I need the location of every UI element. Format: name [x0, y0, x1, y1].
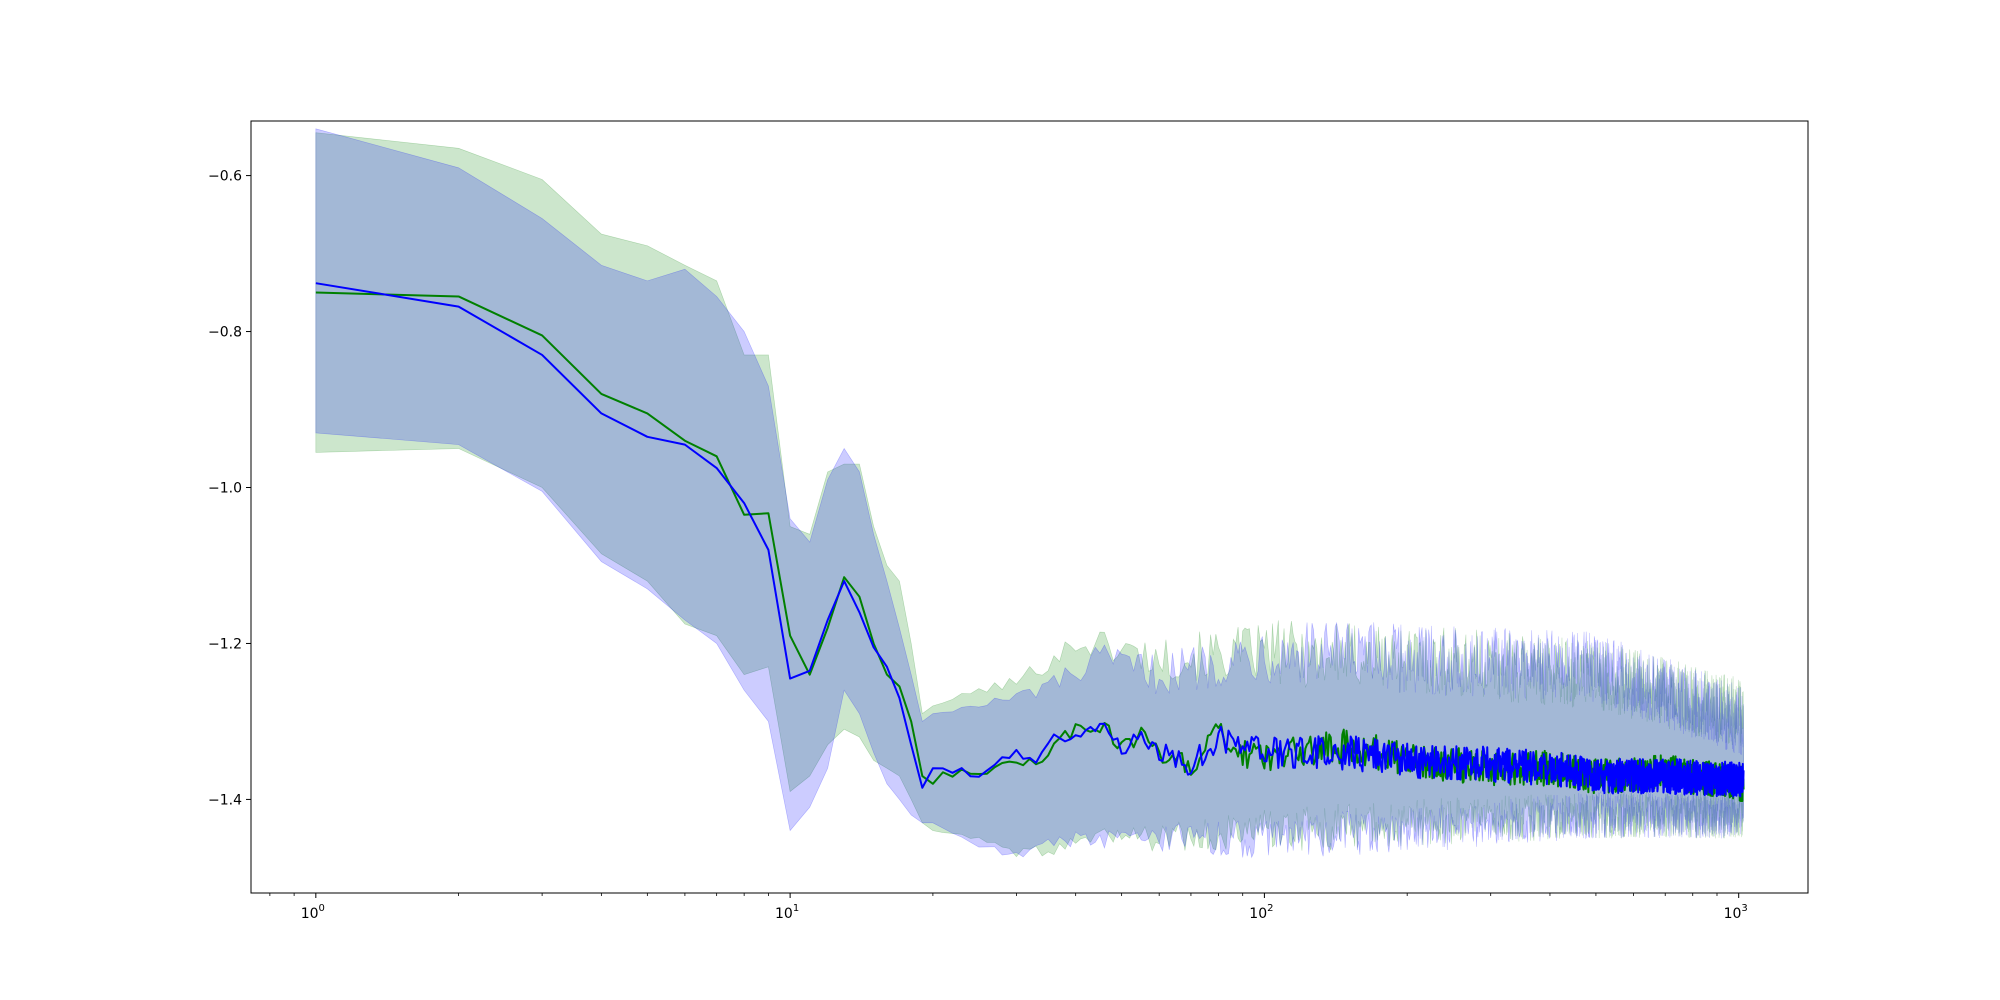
x-tick-exponent: 3 [1741, 903, 1747, 914]
x-tick-base: 10 [1249, 906, 1267, 922]
x-tick-base: 10 [775, 906, 793, 922]
plot-area [315, 128, 1745, 859]
series-2-line [315, 282, 1745, 798]
x-tick-base: 10 [301, 906, 319, 922]
y-tick-label: −1.0 [208, 481, 242, 497]
y-tick-label: −1.2 [208, 636, 242, 652]
x-tick-exponent: 1 [793, 903, 799, 914]
x-tick-exponent: 0 [319, 903, 325, 914]
series-2-band [315, 128, 1744, 859]
x-tick-base: 10 [1724, 906, 1742, 922]
x-tick-exponent: 2 [1267, 903, 1273, 914]
y-tick-label: −0.6 [208, 169, 242, 185]
axes-frame [250, 120, 1809, 894]
x-tick-label: 101 [775, 903, 799, 922]
y-tick-label: −1.4 [208, 792, 242, 808]
x-tick-label: 103 [1724, 903, 1748, 922]
data-layer [315, 128, 1745, 859]
x-tick-label: 102 [1249, 903, 1273, 922]
series-1-band [315, 132, 1744, 858]
y-tick-label: −0.8 [208, 325, 242, 341]
x-tick-label: 100 [301, 903, 325, 922]
